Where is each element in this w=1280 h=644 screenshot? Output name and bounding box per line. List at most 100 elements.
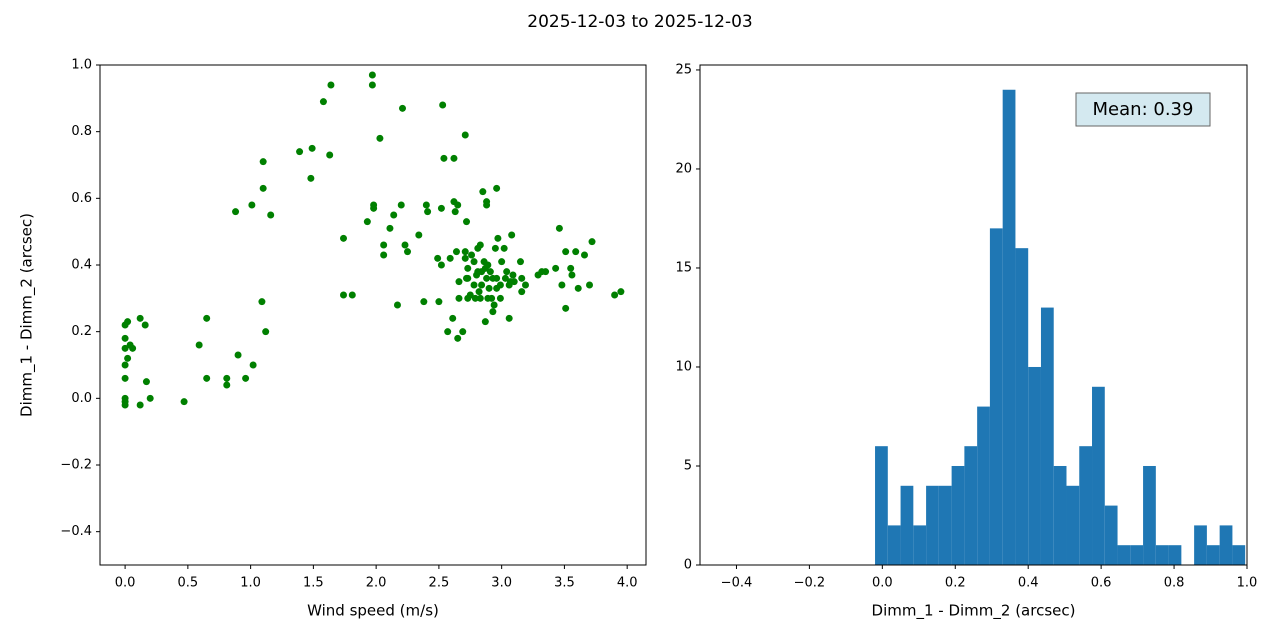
x-tick-label: 3.5 [554,576,575,591]
scatter-point [440,154,448,162]
scatter-point [368,81,376,89]
histogram-bar [913,525,927,565]
x-axis-label: Wind speed (m/s) [307,602,439,620]
scatter-point [420,298,428,306]
x-tick-label: −0.2 [794,576,826,591]
scatter-point [552,264,560,272]
histogram-bar [1028,366,1041,565]
x-tick-label: 0.0 [115,576,136,591]
scatter-point [455,294,463,302]
scatter-point [503,268,511,276]
histogram-bar [1092,386,1105,565]
scatter-point [401,241,409,249]
y-tick-label: 10 [675,359,692,374]
scatter-point [424,208,432,216]
scatter-point [464,264,472,272]
scatter-point [488,294,496,302]
scatter-point [259,184,267,192]
scatter-point [124,318,132,326]
scatter-point [568,271,576,279]
scatter-point [449,314,457,322]
histogram-bar [951,465,965,565]
scatter-point [567,264,575,272]
histogram-bar [875,446,888,565]
x-axis-label: Dimm_1 - Dimm_2 (arcsec) [872,602,1076,621]
scatter-point [232,208,240,216]
scatter-point [562,248,570,256]
scatter-point [586,281,594,289]
y-tick-label: 5 [684,458,692,473]
scatter-point [446,254,454,262]
scatter-point [376,134,384,142]
scatter-point [363,218,371,226]
histogram-bar [1066,485,1080,565]
scatter-point [493,274,501,282]
scatter-point [386,224,394,232]
scatter-point [518,288,526,296]
scatter-point [308,144,316,152]
scatter-point [203,314,211,322]
y-tick-label: 0 [684,558,692,573]
scatter-point [476,241,484,249]
scatter-point [476,294,484,302]
scatter-point [483,201,491,209]
y-tick-label: 0.6 [71,191,92,206]
x-tick-label: 4.0 [617,576,638,591]
histogram-bar [1104,505,1118,565]
scatter-point [404,248,412,256]
scatter-point [267,211,275,219]
scatter-point [258,298,266,306]
annotation-box [1075,92,1211,127]
scatter-point [518,274,526,282]
scatter-point [146,394,154,402]
x-tick-label: −0.4 [721,576,753,591]
scatter-point [180,398,188,406]
annotation: Mean: 0.39 [1093,99,1194,120]
scatter-point [340,234,348,242]
scatter-point [136,314,144,322]
scatter-point [380,241,388,249]
y-tick-label: 0.0 [71,391,92,406]
scatter-point [380,251,388,259]
scatter-point [470,258,478,266]
x-tick-label: 0.4 [1018,576,1039,591]
scatter-point [370,204,378,212]
y-tick-label: 25 [675,62,692,77]
scatter-point [248,201,256,209]
scatter-point [223,381,231,389]
scatter-point [398,104,406,112]
x-tick-label: 0.5 [178,576,199,591]
scatter-point [508,231,516,239]
scatter-point [454,334,462,342]
scatter-point [490,301,498,309]
histogram-bar [1002,89,1016,565]
scatter-point [259,158,267,166]
y-tick-label: 20 [675,161,692,176]
scatter-point [249,361,257,369]
histogram-bar [1015,248,1029,565]
scatter-point [493,184,501,192]
scatter-point [475,288,483,296]
scatter-point [434,254,442,262]
scatter-point [478,281,486,289]
scatter-point [464,274,472,282]
x-tick-label: 2.0 [366,576,387,591]
x-tick-label: 1.5 [303,576,324,591]
scatter-point [393,301,401,309]
scatter-point [498,258,506,266]
scatter-point [574,284,582,292]
scatter-point [489,308,497,316]
scatter-point [136,401,144,409]
scatter-point [491,244,499,252]
scatter-point [555,224,563,232]
scatter-point [327,81,335,89]
scatter-point [234,351,242,359]
y-axis-label: Dimm_1 - Dimm_2 (arcsec) [18,213,37,417]
scatter-point [459,328,467,336]
histogram-bar [964,446,978,565]
histogram-bar [977,406,990,565]
scatter-point [124,354,132,362]
scatter-point [468,251,476,259]
histogram-bar [1206,545,1220,565]
